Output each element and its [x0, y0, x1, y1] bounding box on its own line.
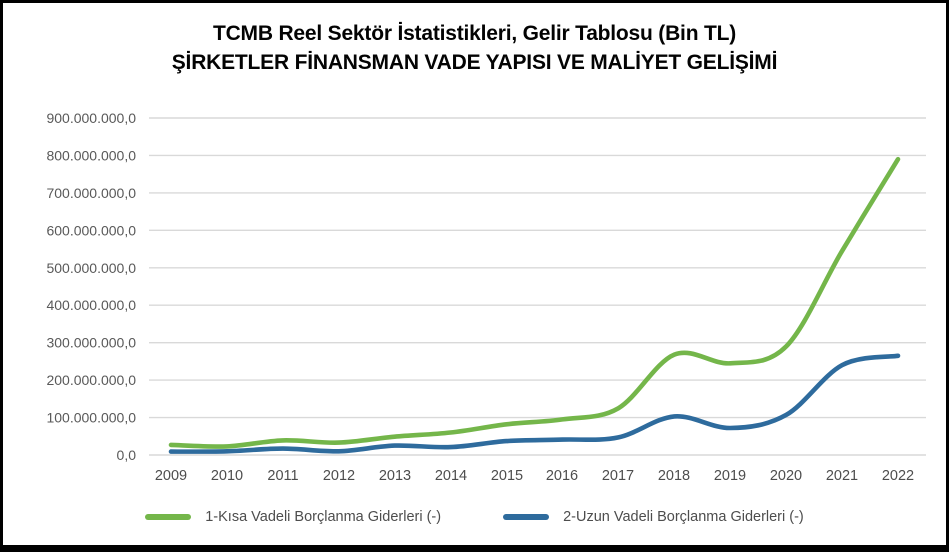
- y-axis-tick-label: 600.000.000,0: [46, 222, 136, 238]
- y-axis-tick-label: 700.000.000,0: [46, 185, 136, 201]
- chart-title: TCMB Reel Sektör İstatistikleri, Gelir T…: [3, 19, 946, 77]
- y-axis-tick-label: 900.000.000,0: [46, 110, 136, 126]
- y-axis-tick-label: 400.000.000,0: [46, 297, 136, 313]
- x-axis-tick-label: 2022: [882, 468, 914, 484]
- series-line-1: [168, 156, 901, 449]
- legend-item-kisa-vadeli: 1-Kısa Vadeli Borçlanma Giderleri (-): [145, 509, 441, 525]
- y-axis-tick-label: 0,0: [117, 447, 137, 463]
- x-axis-tick-label: 2017: [602, 468, 634, 484]
- x-axis-tick-label: 2012: [323, 468, 355, 484]
- chart-legend: 1-Kısa Vadeli Borçlanma Giderleri (-) 2-…: [3, 509, 946, 525]
- x-axis-tick-label: 2009: [155, 468, 187, 484]
- x-axis-tick-label: 2010: [211, 468, 243, 484]
- chart-title-line2: ŞİRKETLER FİNANSMAN VADE YAPISI VE MALİY…: [171, 51, 778, 74]
- x-axis-tick-label: 2021: [826, 468, 858, 484]
- x-axis-tick-label: 2020: [770, 468, 802, 484]
- chart-title-line1: TCMB Reel Sektör İstatistikleri, Gelir T…: [212, 22, 737, 45]
- uzun-vadeli-legend-label: 2-Uzun Vadeli Borçlanma Giderleri (-): [563, 509, 804, 525]
- uzun-vadeli-series-marker: [503, 514, 550, 520]
- legend-item-uzun-vadeli: 2-Uzun Vadeli Borçlanma Giderleri (-): [503, 509, 804, 525]
- x-axis-tick-label: 2013: [379, 468, 411, 484]
- kisa-vadeli-series-marker: [145, 514, 192, 520]
- y-axis-tick-label: 300.000.000,0: [46, 335, 136, 351]
- x-axis-tick-label: 2018: [658, 468, 690, 484]
- series-line-2: [168, 353, 901, 454]
- y-axis-tick-label: 800.000.000,0: [46, 147, 136, 163]
- line-chart-canvas: 0,0 100.000.000,0 200.000.000,0 300.000.000…: [46, 110, 926, 484]
- y-axis-tick-label: 100.000.000,0: [46, 410, 136, 426]
- x-axis-tick-label: 2016: [546, 468, 578, 484]
- x-axis-tick-label: 2015: [491, 468, 523, 484]
- x-axis-tick-label: 2019: [714, 468, 746, 484]
- x-axis-tick-label: 2014: [435, 468, 467, 484]
- x-axis-tick-label: 2011: [267, 468, 298, 484]
- kisa-vadeli-legend-label: 1-Kısa Vadeli Borçlanma Giderleri (-): [205, 509, 442, 525]
- y-axis-tick-label: 500.000.000,0: [46, 260, 136, 276]
- y-axis-tick-label: 200.000.000,0: [46, 372, 136, 388]
